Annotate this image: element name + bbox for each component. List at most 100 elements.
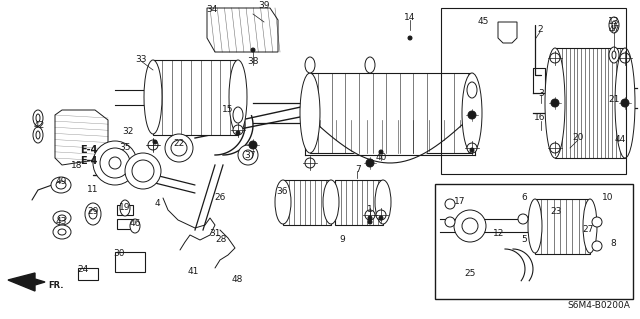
Ellipse shape (53, 225, 71, 239)
Ellipse shape (275, 180, 291, 224)
Ellipse shape (545, 48, 565, 158)
Ellipse shape (233, 125, 243, 135)
Ellipse shape (323, 180, 339, 224)
Text: 21: 21 (608, 94, 620, 103)
Text: 11: 11 (87, 186, 99, 195)
Ellipse shape (33, 110, 43, 126)
Ellipse shape (609, 47, 619, 63)
Polygon shape (207, 8, 278, 52)
Text: 44: 44 (614, 135, 626, 144)
Text: 18: 18 (71, 161, 83, 170)
Bar (310, 73, 472, 153)
Polygon shape (8, 273, 45, 291)
Ellipse shape (592, 241, 602, 251)
Ellipse shape (144, 60, 162, 134)
Ellipse shape (56, 181, 66, 189)
Ellipse shape (518, 214, 528, 224)
Bar (489, 233, 505, 243)
Ellipse shape (462, 73, 482, 153)
Ellipse shape (109, 157, 121, 169)
Ellipse shape (236, 131, 240, 135)
Ellipse shape (375, 180, 391, 224)
Text: 46: 46 (129, 219, 141, 228)
Ellipse shape (58, 215, 66, 221)
Text: 40: 40 (375, 153, 387, 162)
Bar (535, 199, 590, 254)
Ellipse shape (454, 210, 486, 242)
Text: 6: 6 (521, 194, 527, 203)
Bar (117, 219, 133, 229)
Ellipse shape (408, 36, 412, 40)
Text: 13: 13 (608, 17, 620, 26)
Text: 38: 38 (247, 57, 259, 66)
Ellipse shape (615, 48, 635, 158)
Ellipse shape (58, 229, 66, 235)
Ellipse shape (305, 158, 315, 168)
Ellipse shape (251, 48, 255, 52)
Text: 30: 30 (113, 249, 125, 257)
Ellipse shape (93, 141, 137, 185)
Ellipse shape (467, 143, 477, 153)
Ellipse shape (528, 199, 542, 253)
Ellipse shape (583, 199, 597, 253)
Text: 34: 34 (206, 5, 218, 14)
Bar (115, 252, 145, 272)
Text: S6M4-B0200A: S6M4-B0200A (567, 301, 630, 310)
Ellipse shape (368, 216, 372, 220)
Text: 29: 29 (87, 206, 99, 216)
Ellipse shape (551, 99, 559, 107)
Text: 49: 49 (55, 176, 67, 186)
Ellipse shape (621, 99, 629, 107)
Text: 24: 24 (77, 265, 88, 275)
Ellipse shape (376, 210, 386, 220)
Text: 3: 3 (538, 88, 544, 98)
Text: 25: 25 (464, 269, 476, 278)
Ellipse shape (462, 218, 478, 234)
Ellipse shape (149, 141, 157, 149)
Ellipse shape (51, 177, 71, 193)
Text: 26: 26 (214, 194, 226, 203)
Ellipse shape (153, 140, 157, 144)
Ellipse shape (238, 145, 258, 165)
Text: 36: 36 (276, 187, 288, 196)
Ellipse shape (445, 199, 455, 209)
Text: 23: 23 (550, 206, 562, 216)
Text: 15: 15 (222, 105, 234, 114)
Ellipse shape (612, 51, 616, 59)
Text: 5: 5 (521, 235, 527, 244)
Text: 16: 16 (534, 114, 546, 122)
Text: 39: 39 (259, 2, 269, 11)
Text: 20: 20 (572, 133, 584, 143)
Text: 28: 28 (215, 235, 227, 244)
Ellipse shape (467, 82, 477, 98)
Text: 35: 35 (119, 144, 131, 152)
Ellipse shape (243, 150, 253, 160)
Ellipse shape (550, 143, 560, 153)
Ellipse shape (365, 210, 375, 220)
Bar (441, 8, 626, 174)
Ellipse shape (592, 217, 602, 227)
Bar (153, 60, 238, 135)
Text: E-4: E-4 (80, 156, 97, 166)
Ellipse shape (612, 21, 616, 29)
Ellipse shape (85, 203, 101, 225)
Ellipse shape (89, 209, 97, 219)
Text: 32: 32 (122, 128, 134, 137)
Ellipse shape (468, 111, 476, 119)
Bar (555, 48, 625, 158)
Text: 4: 4 (154, 199, 160, 209)
Text: 22: 22 (173, 139, 184, 149)
Ellipse shape (171, 140, 187, 156)
Ellipse shape (36, 114, 40, 122)
Text: 19: 19 (119, 204, 131, 212)
Ellipse shape (300, 73, 320, 153)
Text: E-4: E-4 (80, 145, 97, 155)
Ellipse shape (229, 60, 247, 134)
Text: 8: 8 (610, 239, 616, 248)
Text: FR.: FR. (48, 280, 63, 290)
Ellipse shape (100, 148, 130, 178)
Text: 1: 1 (367, 205, 373, 214)
Text: 41: 41 (188, 268, 198, 277)
Ellipse shape (368, 220, 372, 224)
Bar (335, 180, 383, 225)
